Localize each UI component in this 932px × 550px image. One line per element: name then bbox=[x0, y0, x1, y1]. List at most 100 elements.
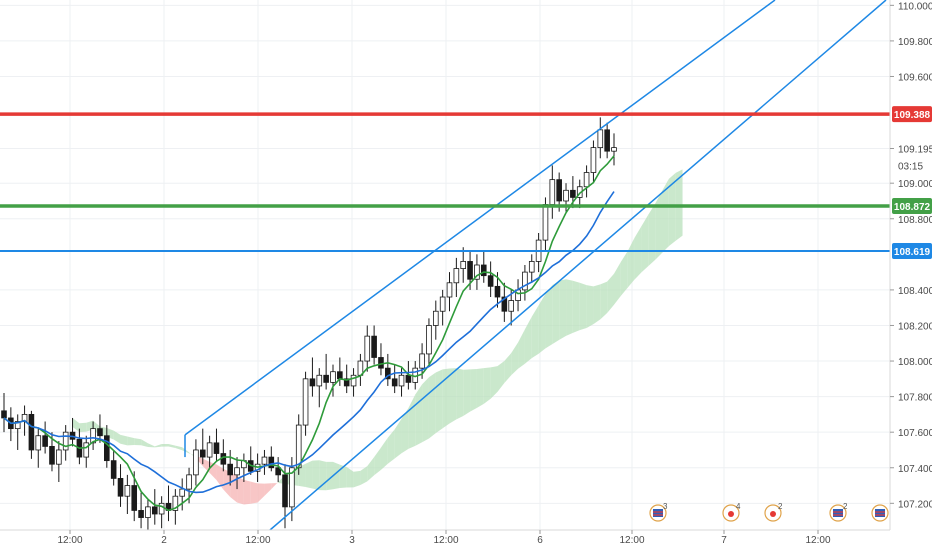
cloud-segment bbox=[634, 226, 642, 280]
cloud-segment bbox=[607, 273, 614, 314]
candle-body bbox=[432, 310, 439, 326]
candle-body bbox=[590, 147, 597, 173]
cloud-segment bbox=[497, 361, 505, 392]
price-tick-label: 108.800 bbox=[898, 215, 932, 226]
candle-body bbox=[337, 371, 343, 380]
time-tick-label: 3 bbox=[349, 535, 355, 546]
cloud-segment bbox=[332, 461, 340, 490]
candle-body bbox=[542, 204, 549, 241]
cloud-segment bbox=[257, 483, 265, 503]
candle-body bbox=[549, 179, 556, 205]
cloud-segment bbox=[600, 281, 608, 320]
cloud-segment bbox=[559, 279, 567, 340]
candle-body bbox=[49, 446, 55, 465]
flag-icon bbox=[875, 509, 885, 517]
candle-body bbox=[446, 282, 453, 298]
cloud-segment bbox=[661, 178, 669, 254]
event-markers[interactable]: 3 4 2 2 bbox=[649, 502, 889, 522]
countdown-label: 03:15 bbox=[898, 162, 923, 173]
cloud-segment bbox=[305, 460, 313, 489]
cloud-segment bbox=[422, 377, 429, 443]
candle-body bbox=[275, 467, 281, 476]
cloud-segment bbox=[175, 445, 183, 451]
cloud-segment bbox=[113, 430, 121, 444]
horizontal-price-lines[interactable]: 109.388 108.872 108.619 bbox=[0, 106, 932, 259]
price-badge-label: 108.872 bbox=[894, 202, 931, 213]
candle-body bbox=[378, 357, 384, 369]
cloud-segment bbox=[579, 282, 587, 331]
flag-icon bbox=[653, 509, 663, 517]
candle-body bbox=[494, 285, 501, 298]
time-tick-label: 12:00 bbox=[805, 535, 830, 546]
candle-body bbox=[460, 261, 467, 269]
cloud-segment bbox=[518, 329, 525, 369]
cloud-segment bbox=[154, 444, 162, 448]
candle-body bbox=[439, 296, 446, 312]
candle-body bbox=[62, 431, 69, 451]
cloud-segment bbox=[641, 214, 649, 273]
candle-body bbox=[172, 495, 179, 511]
fire-icon bbox=[770, 511, 776, 517]
cloud-segment bbox=[470, 368, 477, 412]
candle-body bbox=[556, 179, 562, 202]
candle-body bbox=[316, 374, 323, 387]
candle-body bbox=[42, 435, 48, 447]
fire-icon bbox=[728, 511, 734, 517]
candle-body bbox=[124, 485, 131, 497]
time-tick-label: 12:00 bbox=[245, 535, 270, 546]
candle-body bbox=[158, 502, 165, 515]
cloud-segment bbox=[134, 438, 142, 446]
candle-body bbox=[350, 374, 357, 387]
sma-fast-line bbox=[3, 155, 615, 512]
candle-body bbox=[343, 378, 350, 387]
price-tick-label: 107.400 bbox=[898, 464, 932, 475]
candle-body bbox=[35, 435, 42, 451]
channel-lower-line[interactable] bbox=[269, 0, 887, 531]
candle-body bbox=[604, 129, 610, 152]
cloud-segment bbox=[408, 394, 416, 449]
cloud-segment bbox=[202, 458, 210, 473]
candle-body bbox=[398, 374, 405, 387]
cloud-segment bbox=[271, 481, 279, 490]
time-tick-label: 7 bbox=[721, 535, 727, 546]
cloud-segment bbox=[141, 439, 148, 448]
cloud-segment bbox=[298, 463, 306, 487]
candle-body bbox=[480, 264, 487, 277]
candle-body bbox=[474, 264, 480, 280]
price-tick-label: 107.800 bbox=[898, 393, 932, 404]
cloud-segment bbox=[216, 464, 224, 490]
ichimoku-cloud bbox=[72, 169, 683, 505]
cloud-segment bbox=[442, 368, 450, 429]
price-badge bbox=[892, 106, 932, 123]
cloud-segment bbox=[504, 353, 512, 384]
cloud-segment bbox=[346, 466, 354, 488]
cloud-segment bbox=[374, 447, 381, 476]
sma-slow-line bbox=[3, 191, 615, 494]
candle-body bbox=[309, 378, 316, 387]
cloud-segment bbox=[586, 285, 594, 329]
event-count: 3 bbox=[663, 502, 668, 511]
candle-body bbox=[467, 261, 473, 280]
channel-upper-line[interactable] bbox=[184, 0, 776, 436]
price-axis[interactable]: 110.000 109.800 109.600 109.195 109.000 108.8… bbox=[890, 1, 932, 510]
cloud-segment bbox=[79, 422, 87, 433]
cloud-segment bbox=[552, 280, 560, 345]
candle-body bbox=[453, 268, 460, 284]
cloud-segment bbox=[237, 476, 244, 505]
time-axis[interactable]: 12:00 2 12:00 3 12:00 6 12:00 7 12:00 bbox=[57, 530, 831, 546]
trend-channel[interactable] bbox=[184, 0, 887, 531]
cloud-segment bbox=[428, 372, 436, 439]
price-tick-label: 108.200 bbox=[898, 321, 932, 332]
cloud-segment bbox=[566, 279, 573, 336]
cloud-segment bbox=[339, 464, 347, 488]
cloud-segment bbox=[449, 368, 457, 424]
candle-body bbox=[487, 275, 494, 287]
candle-body bbox=[110, 460, 117, 479]
candles-group bbox=[1, 117, 617, 530]
candle-body bbox=[364, 335, 371, 362]
event-count: 2 bbox=[843, 502, 848, 511]
candle-body bbox=[186, 474, 192, 490]
cloud-segment bbox=[243, 479, 251, 505]
candle-body bbox=[14, 421, 21, 430]
